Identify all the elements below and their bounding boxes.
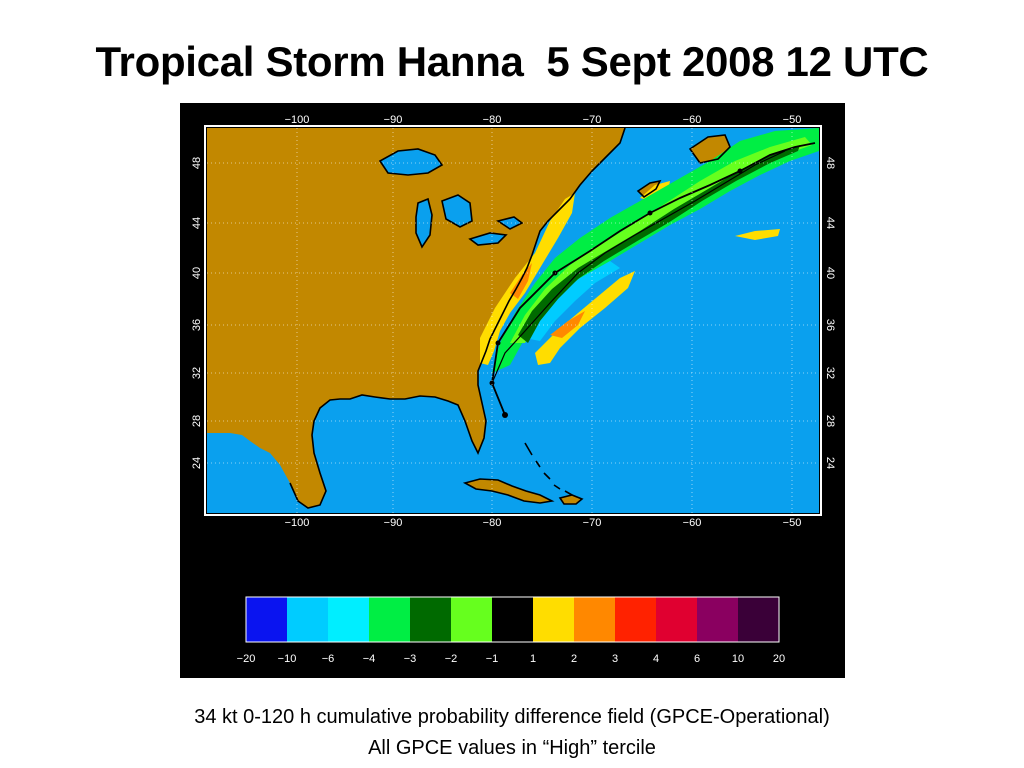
track-point <box>502 412 508 418</box>
colorbar-swatch <box>246 597 288 642</box>
lon-tick-label: −70 <box>583 114 602 126</box>
map-frame <box>204 125 822 516</box>
track-point <box>495 340 501 346</box>
lat-tick-label: 28 <box>824 415 836 427</box>
lat-tick-label: 24 <box>191 457 203 469</box>
field-band-positive-4 <box>735 229 780 240</box>
map-figure: −100 −90 −80 −70 −60 −50 −100 −90 −80 −7… <box>191 114 836 665</box>
slide-title: Tropical Storm Hanna 5 Sept 2008 12 UTC <box>95 38 929 85</box>
track-point <box>737 168 743 174</box>
colorbar-swatch <box>410 597 452 642</box>
colorbar-tick-label: −20 <box>237 653 256 665</box>
lat-tick-label: 36 <box>191 319 203 331</box>
lat-tick-label: 40 <box>191 267 203 279</box>
field-band-positive-2 <box>535 271 635 365</box>
caption-line-2: All GPCE values in “High” tercile <box>368 737 656 759</box>
lat-tick-label: 28 <box>191 415 203 427</box>
colorbar-swatch <box>287 597 329 642</box>
colorbar-swatch <box>369 597 411 642</box>
lon-tick-label: −60 <box>683 114 702 126</box>
colorbar-tick-label: 4 <box>653 653 659 665</box>
lon-tick-label: −80 <box>483 114 502 126</box>
lon-tick-label: −100 <box>285 114 310 126</box>
lon-tick-label: −60 <box>683 517 702 529</box>
field-band-negative-1 <box>525 261 620 341</box>
map-plot-area <box>207 128 819 513</box>
caption-line-1: 34 kt 0-120 h cumulative probability dif… <box>194 706 830 728</box>
colorbar-swatch <box>533 597 575 642</box>
storm-track <box>489 142 816 418</box>
lat-tick-label: 32 <box>824 367 836 379</box>
colorbar-tick-label: −2 <box>445 653 458 665</box>
lat-tick-label: 40 <box>824 267 836 279</box>
lat-axis-right: 48 44 40 36 32 28 24 <box>824 157 836 469</box>
track-point <box>489 380 495 386</box>
lon-tick-label: −90 <box>384 517 403 529</box>
colorbar-tick-label: 3 <box>612 653 618 665</box>
colorbar-labels: −20 −10 −6 −4 −3 −2 −1 1 2 3 4 6 10 20 <box>237 653 785 665</box>
colorbar-tick-label: 1 <box>530 653 536 665</box>
colorbar-swatch <box>574 597 616 642</box>
colorbar-swatch <box>697 597 739 642</box>
coastlines <box>289 128 731 509</box>
lon-axis-bottom: −100 −90 −80 −70 −60 −50 <box>285 517 802 529</box>
lat-tick-label: 48 <box>824 157 836 169</box>
land-nova-scotia <box>638 181 660 197</box>
lat-tick-label: 48 <box>191 157 203 169</box>
colorbar-tick-label: 10 <box>732 653 744 665</box>
colorbar-swatch <box>738 597 780 642</box>
lon-tick-label: −50 <box>783 114 802 126</box>
lon-tick-label: −100 <box>285 517 310 529</box>
colorbar-tick-label: −4 <box>363 653 376 665</box>
colorbar-tick-label: 20 <box>773 653 785 665</box>
map-gridlines <box>207 128 819 513</box>
lat-tick-label: 24 <box>824 457 836 469</box>
lat-axis-left: 48 44 40 36 32 28 24 <box>191 157 203 469</box>
lat-tick-label: 44 <box>191 217 203 229</box>
field-band-positive-3 <box>640 181 670 201</box>
colorbar-swatch <box>328 597 370 642</box>
field-band-positive-6 <box>550 311 585 338</box>
lon-tick-label: −70 <box>583 517 602 529</box>
lat-tick-label: 32 <box>191 367 203 379</box>
colorbar-swatch <box>656 597 698 642</box>
colorbar-tick-label: 6 <box>694 653 700 665</box>
lat-tick-label: 44 <box>824 217 836 229</box>
colorbar-swatch <box>615 597 657 642</box>
colorbar-swatch <box>451 597 493 642</box>
colorbar-swatch <box>492 597 534 642</box>
lon-tick-label: −80 <box>483 517 502 529</box>
lat-tick-label: 36 <box>824 319 836 331</box>
lon-tick-label: −50 <box>783 517 802 529</box>
track-point <box>647 210 653 216</box>
colorbar-tick-label: −10 <box>278 653 297 665</box>
land-cuba <box>465 479 552 503</box>
colorbar-frame <box>245 596 780 643</box>
colorbar-tick-label: −3 <box>404 653 417 665</box>
colorbar-tick-label: 2 <box>571 653 577 665</box>
lon-tick-label: −90 <box>384 114 403 126</box>
colorbar <box>245 596 780 643</box>
colorbar-tick-label: −6 <box>322 653 335 665</box>
lon-axis-top: −100 −90 −80 −70 −60 −50 <box>285 114 802 126</box>
map-figure-panel: −100 −90 −80 −70 −60 −50 −100 −90 −80 −7… <box>180 103 845 678</box>
colorbar-tick-label: −1 <box>486 653 499 665</box>
